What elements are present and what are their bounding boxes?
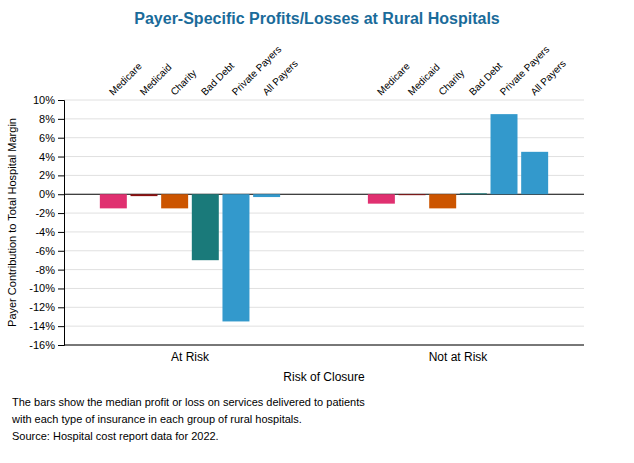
bars (100, 114, 548, 321)
grid-line (64, 250, 584, 251)
grid-line (64, 307, 584, 308)
y-tick-label: -8% (35, 264, 55, 276)
y-tick-label: -10% (29, 282, 55, 294)
y-tick: -14% (29, 320, 64, 332)
y-tick-mark (58, 345, 64, 346)
y-tick-mark (58, 138, 64, 139)
grid-line (64, 213, 584, 214)
category-label: Charity (168, 67, 198, 97)
y-tick-label: -16% (29, 339, 55, 351)
bar (222, 194, 249, 321)
footnote: The bars show the median profit or loss … (12, 396, 365, 408)
category-label: Medicaid (406, 61, 442, 97)
y-tick-mark (58, 232, 64, 233)
y-tick: 4% (39, 151, 64, 163)
y-tick: 8% (39, 113, 64, 125)
bar (161, 194, 188, 208)
grid-line (64, 345, 584, 346)
y-tick: 0% (39, 188, 64, 200)
category-label: All Payers (528, 58, 568, 98)
y-tick-label: 10% (33, 94, 55, 106)
y-tick-mark (58, 270, 64, 271)
bar (253, 194, 280, 197)
category-label: Medicaid (138, 61, 174, 97)
grid-line (64, 231, 584, 232)
grid-line (64, 288, 584, 289)
bar (429, 194, 456, 208)
y-tick-label: -6% (35, 245, 55, 257)
y-tick-mark (58, 326, 64, 327)
category-label: All Payers (260, 58, 300, 98)
y-tick: 6% (39, 132, 64, 144)
title: Payer-Specific Profits/Losses at Rural H… (134, 10, 500, 27)
y-tick-mark (58, 157, 64, 158)
y-tick-label: 4% (39, 151, 55, 163)
bar (491, 114, 518, 194)
group-label: Not at Risk (429, 350, 489, 364)
y-tick: -2% (35, 207, 64, 219)
y-tick: -4% (35, 226, 64, 238)
grid (64, 100, 584, 345)
bar (131, 194, 158, 196)
y-tick-mark (58, 100, 64, 101)
y-tick-label: -4% (35, 226, 55, 238)
y-axis-line (58, 101, 65, 346)
y-tick: -12% (29, 301, 64, 313)
y-tick-label: 8% (39, 113, 55, 125)
y-label: Payer Contribution to Total Hospital Mar… (6, 118, 18, 327)
group-label: At Risk (171, 350, 210, 364)
y-tick-label: -14% (29, 320, 55, 332)
bar (399, 194, 426, 196)
y-tick: -6% (35, 245, 64, 257)
bar (368, 194, 395, 203)
y-tick-mark (58, 213, 64, 214)
grid-line (64, 326, 584, 327)
y-tick-label: 0% (39, 188, 55, 200)
y-tick: -16% (29, 339, 64, 351)
y-tick-mark (58, 307, 64, 308)
y-tick: -10% (29, 282, 64, 294)
y-tick-label: 2% (39, 169, 55, 181)
bar (192, 194, 219, 260)
footnote: Source: Hospital cost report data for 20… (12, 430, 219, 442)
category-label: Charity (436, 67, 466, 97)
y-tick-mark (58, 194, 64, 195)
grid-line (64, 269, 584, 270)
x-label: Risk of Closure (283, 370, 365, 384)
y-tick: -8% (35, 264, 64, 276)
bar (100, 194, 127, 208)
y-tick-label: 6% (39, 132, 55, 144)
y-tick-label: -12% (29, 301, 55, 313)
bar (460, 193, 487, 195)
y-axis: -16% -14% -12% -10% -8% -6% -4% -2% 0% 2% 4% 6% 8% 10… (29, 94, 64, 351)
y-tick: 10% (33, 94, 64, 106)
grid-line (64, 100, 584, 101)
y-tick-label: -2% (35, 207, 55, 219)
x-axis-line (64, 345, 584, 346)
y-tick-mark (58, 251, 64, 252)
bar (521, 152, 548, 194)
y-tick-mark (58, 288, 64, 289)
chart: Payer-Specific Profits/Losses at Rural H… (0, 0, 634, 463)
y-tick: 2% (39, 169, 64, 181)
y-tick-mark (58, 119, 64, 120)
footnote: with each type of insurance in each grou… (11, 413, 302, 425)
y-tick-mark (58, 175, 64, 176)
